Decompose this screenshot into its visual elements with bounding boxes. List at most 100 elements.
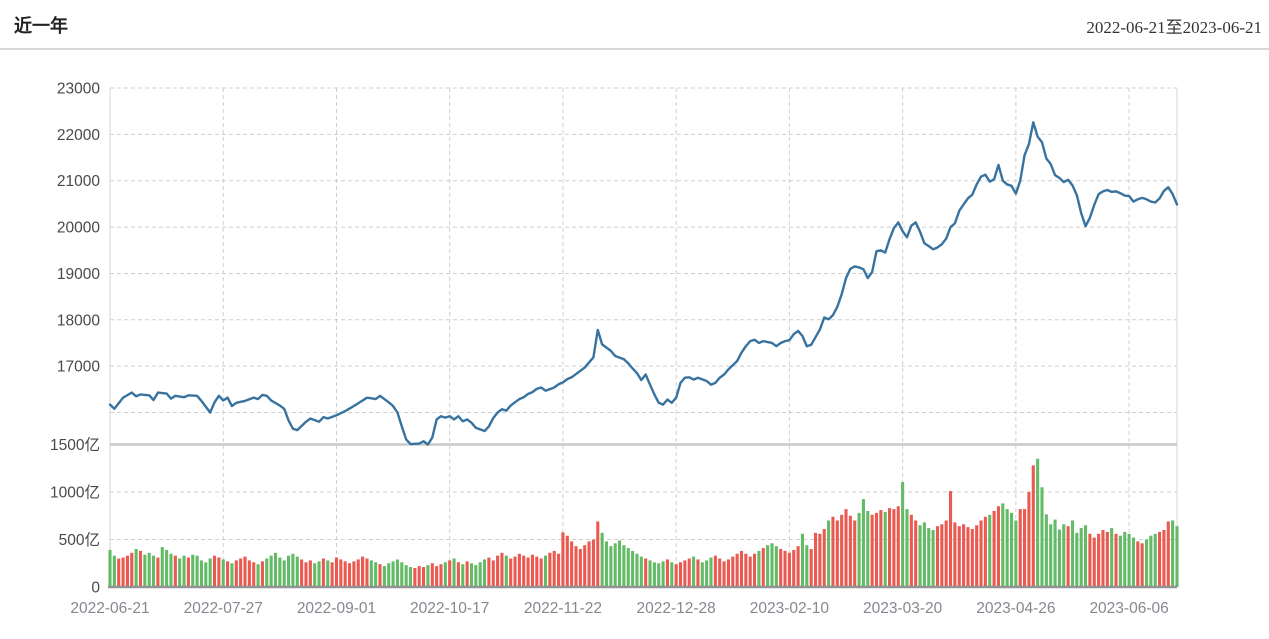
volume-bar <box>347 563 352 587</box>
volume-bar <box>365 558 369 587</box>
volume-bar <box>282 560 286 587</box>
volume-bar <box>709 557 713 587</box>
volume-bar <box>1140 543 1144 587</box>
volume-bar <box>278 557 282 587</box>
volume-bar <box>1166 521 1170 587</box>
volume-bar <box>678 562 683 587</box>
volume-bar <box>748 556 752 587</box>
volume-bar <box>239 558 243 587</box>
volume-bar <box>469 563 474 587</box>
volume-bar <box>1083 525 1088 587</box>
volume-bar <box>700 562 704 587</box>
volume-bar <box>1075 532 1079 587</box>
volume-bar <box>1101 530 1105 587</box>
volume-bar <box>243 556 247 587</box>
volume-bar <box>944 520 948 587</box>
volume-bar <box>378 564 382 587</box>
volume-bar <box>452 558 456 587</box>
volume-bar <box>1044 514 1048 587</box>
volume-bar <box>692 556 696 587</box>
volume-bar <box>143 554 147 587</box>
volume-bar <box>522 555 526 587</box>
volume-bar <box>413 568 417 587</box>
volume-bar <box>204 562 208 587</box>
volume-bar <box>948 491 953 587</box>
volume-bar <box>513 556 517 587</box>
volume-bar <box>152 555 156 587</box>
volume-bar <box>548 552 552 587</box>
volume-bar <box>848 515 852 587</box>
volume-bar <box>787 552 791 587</box>
volume-bar <box>657 563 661 587</box>
volume-bar <box>530 554 534 587</box>
volume-tick-label: 1500亿 <box>50 436 100 454</box>
volume-bar <box>487 557 491 587</box>
date-tick-label: 2022-11-22 <box>524 600 602 617</box>
volume-bar <box>600 532 604 587</box>
volume-bar <box>587 541 591 587</box>
date-tick-label: 2023-06-06 <box>1089 600 1168 617</box>
volume-bar <box>304 562 308 587</box>
volume-bar <box>147 552 151 587</box>
volume-bar <box>1118 535 1122 587</box>
volume-bar <box>613 543 617 587</box>
volume-bar <box>156 557 160 587</box>
volume-bar <box>435 566 439 587</box>
volume-bar <box>596 521 600 587</box>
volume-bar <box>1070 520 1075 587</box>
volume-bar <box>1131 537 1135 587</box>
volume-bar <box>352 561 356 587</box>
volume-bar <box>1040 487 1044 587</box>
price-tick-label: 23000 <box>57 81 100 98</box>
volume-bar <box>478 562 482 587</box>
volume-bar <box>901 482 905 588</box>
volume-bar <box>970 529 974 587</box>
volume-bar <box>1009 512 1014 587</box>
volume-bar <box>191 554 195 587</box>
volume-bar <box>448 560 452 587</box>
volume-bar <box>382 566 386 587</box>
volume-bar <box>361 556 365 587</box>
volume-bar <box>561 532 565 588</box>
volume-bar <box>108 549 112 587</box>
volume-bar <box>317 561 321 587</box>
volume-bar <box>300 559 304 587</box>
volume-bar <box>857 512 861 587</box>
volume-bar <box>439 564 443 587</box>
price-tick-label: 18000 <box>57 312 100 329</box>
volume-bar <box>661 561 665 587</box>
volume-bar <box>295 556 299 587</box>
volume-bar <box>783 550 787 587</box>
volume-bar <box>395 559 399 587</box>
volume-bar <box>918 525 922 587</box>
volume-bar <box>996 506 1000 587</box>
volume-bar <box>443 562 447 587</box>
volume-bar <box>326 560 330 587</box>
volume-bar <box>687 558 691 587</box>
price-tick-label: 17000 <box>57 359 100 376</box>
volume-bar <box>265 558 269 587</box>
date-tick-label: 2022-09-01 <box>297 600 376 617</box>
volume-bar <box>639 556 643 587</box>
volume-bar <box>134 549 138 587</box>
volume-tick-label: 500亿 <box>59 531 100 549</box>
volume-bar <box>461 564 465 587</box>
volume-bar <box>735 553 739 587</box>
volume-bar <box>635 553 639 587</box>
volume-bar <box>343 561 347 587</box>
volume-bar <box>670 562 674 587</box>
volume-bar <box>1001 503 1005 587</box>
volume-bar <box>208 558 212 587</box>
volume-bar <box>496 555 500 587</box>
price-tick-label: 21000 <box>57 173 100 190</box>
date-tick-label: 2022-07-27 <box>184 600 263 617</box>
volume-bar <box>774 546 778 587</box>
volume-bar <box>892 509 896 587</box>
volume-bar <box>992 511 996 587</box>
volume-bar <box>818 533 822 587</box>
volume-bar <box>212 555 217 587</box>
volume-bar <box>256 564 260 587</box>
volume-bar <box>574 546 578 587</box>
